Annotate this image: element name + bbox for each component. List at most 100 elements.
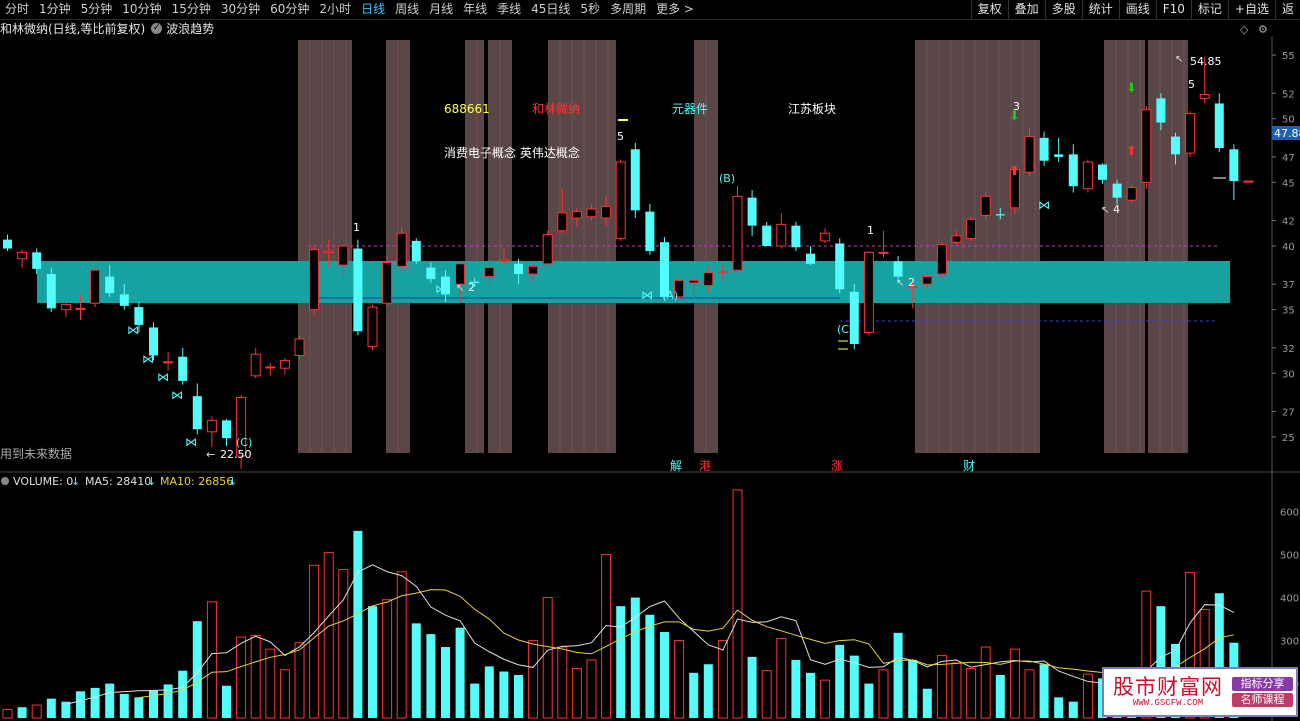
candle[interactable] [484,267,495,278]
candle[interactable] [601,206,612,219]
candle[interactable] [1156,98,1166,123]
period-tab[interactable]: 日线 [361,2,386,16]
candle[interactable] [338,245,349,266]
candle[interactable] [966,218,977,239]
candle[interactable] [660,242,669,297]
candle[interactable] [441,276,450,295]
candle[interactable] [514,263,523,274]
candle[interactable] [878,251,889,254]
tool-button[interactable]: 复权 [970,0,1008,19]
period-tab[interactable]: 45日线 [531,2,571,16]
candle[interactable] [46,274,56,309]
candle[interactable] [3,239,12,249]
tool-button[interactable]: 画线 [1118,0,1156,19]
candle[interactable] [791,225,801,248]
candle[interactable] [1141,109,1152,183]
candle[interactable] [922,276,933,285]
candle[interactable] [820,232,831,242]
candle[interactable] [528,265,539,275]
candle[interactable] [60,304,71,311]
tool-button[interactable]: 返 [1274,0,1300,19]
candle[interactable] [1082,161,1093,190]
candle[interactable] [645,211,655,252]
candle[interactable] [119,294,129,306]
period-tab[interactable]: 15分钟 [171,2,211,16]
candle[interactable] [426,267,436,280]
candle[interactable] [1126,186,1137,201]
period-tab[interactable]: 60分钟 [270,2,310,16]
candle[interactable] [1229,149,1239,182]
candle[interactable] [353,248,363,332]
candle[interactable] [367,306,378,348]
candle[interactable] [149,327,158,356]
candle[interactable] [717,270,728,273]
indicator-toggle-icon[interactable]: ✓ [151,22,163,34]
candle[interactable] [382,262,393,304]
candle[interactable] [936,244,947,275]
candle[interactable] [134,307,144,325]
candle[interactable] [747,197,757,226]
candle[interactable] [1024,136,1035,173]
candle[interactable] [542,234,553,265]
candle[interactable] [615,161,626,239]
indicator-name[interactable]: 波浪趋势 [166,21,215,36]
candle[interactable] [32,252,42,269]
candle[interactable] [470,281,480,283]
candle[interactable] [806,253,815,264]
settings-icon[interactable]: ⚙ [1258,23,1268,36]
period-tab[interactable]: 30分钟 [220,2,261,16]
period-tab[interactable]: 月线 [429,2,454,16]
candle[interactable] [1068,154,1078,187]
candle[interactable] [236,396,247,457]
candle[interactable] [1199,94,1210,99]
candle[interactable] [1214,103,1224,148]
candle[interactable] [674,279,685,298]
candle[interactable] [279,360,290,369]
period-tab[interactable]: 分时 [5,2,30,16]
candle[interactable] [206,419,217,433]
candle[interactable] [498,259,509,262]
candle[interactable] [776,223,787,247]
candle[interactable] [323,250,334,253]
tool-button[interactable]: F10 [1155,0,1191,19]
candle[interactable] [688,279,699,284]
tool-button[interactable]: 叠加 [1007,0,1045,19]
candle[interactable] [1039,137,1049,161]
candle[interactable] [849,291,859,344]
candle[interactable] [309,249,320,311]
candle[interactable] [571,211,582,219]
candle[interactable] [163,361,174,364]
teacher-course-button[interactable]: 名师课程 [1232,693,1293,707]
candle[interactable] [105,276,115,294]
candle[interactable] [411,240,421,262]
candle[interactable] [907,286,918,289]
tool-button[interactable]: 统计 [1081,0,1119,19]
period-tab[interactable]: 5分钟 [80,2,113,16]
period-tab[interactable]: 多周期 [610,2,647,16]
candle[interactable] [835,243,845,290]
candle[interactable] [893,261,903,277]
candle[interactable] [1009,169,1020,209]
candle[interactable] [178,356,188,381]
candle[interactable] [762,225,772,246]
candle[interactable] [1185,113,1196,154]
period-tab[interactable]: 年线 [463,2,488,16]
period-tab[interactable]: 更多 > [656,2,694,16]
candle[interactable] [17,251,28,260]
candle[interactable] [586,208,597,218]
tool-button[interactable]: +自选 [1227,0,1275,19]
candle[interactable] [1054,154,1064,157]
candle[interactable] [455,263,466,285]
period-tab[interactable]: 1分钟 [39,2,71,16]
indicator-share-button[interactable]: 指标分享 [1232,677,1293,691]
period-tab[interactable]: 周线 [395,2,420,16]
candle[interactable] [863,251,874,334]
tool-button[interactable]: 多股 [1044,0,1082,19]
candle[interactable] [980,195,991,216]
site-watermark[interactable]: 股市财富网 WWW.GSCFW.COM 指标分享 名师课程 [1102,667,1298,717]
candle[interactable] [1112,183,1122,198]
volume-settings-icon[interactable] [1,477,9,485]
tool-button[interactable]: 标记 [1190,0,1228,19]
candle[interactable] [630,149,640,211]
